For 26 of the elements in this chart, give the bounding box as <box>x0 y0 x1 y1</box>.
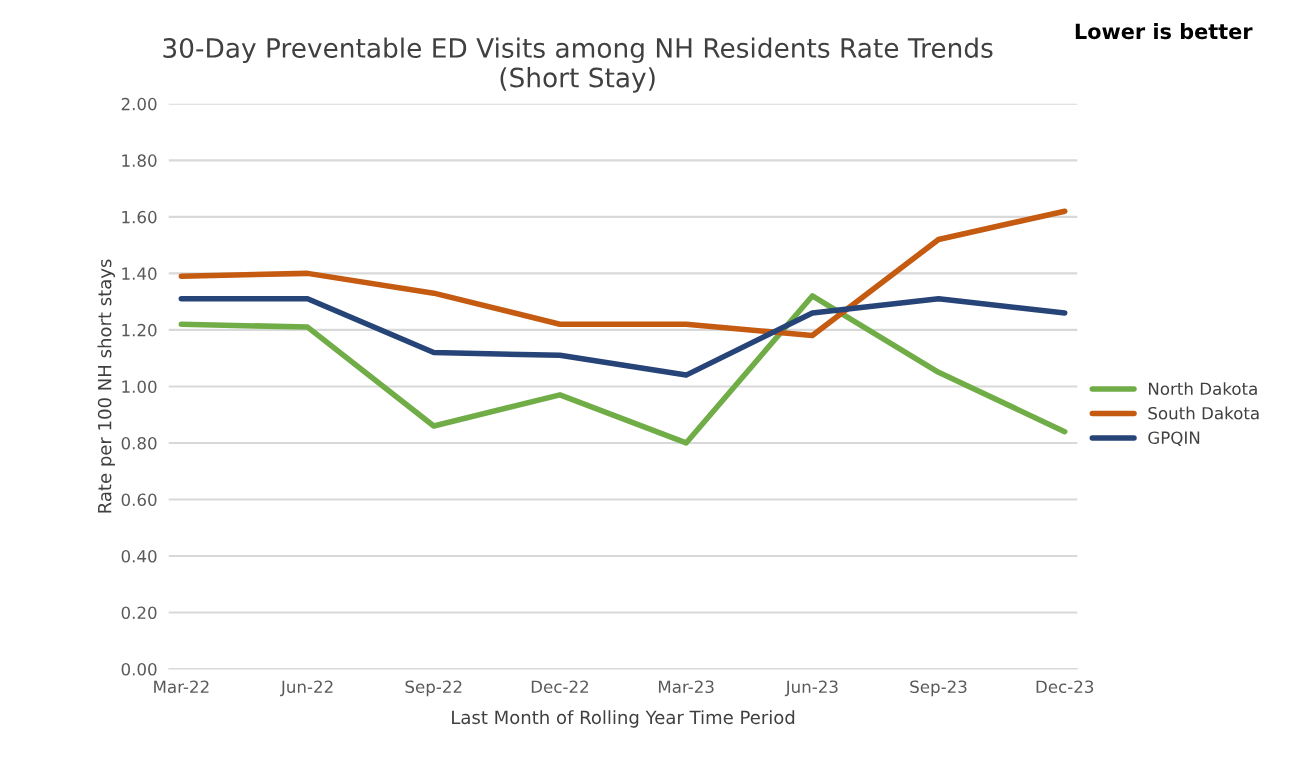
x-tick-label: Dec-23 <box>1036 680 1094 694</box>
chart-title: 30-Day Preventable ED Visits among NH Residents Rate Trends (Short Stay) <box>163 37 993 93</box>
text: Lower is better <box>1075 23 1253 40</box>
x-tick-label: Mar-23 <box>658 680 714 694</box>
legend-label: South Dakota <box>1148 406 1259 420</box>
y-tick-label: 1.20 <box>122 323 157 337</box>
y-tick-label: 0.80 <box>121 436 157 450</box>
y-tick-label: 0.40 <box>121 549 157 563</box>
x-tick-label: Mar-22 <box>154 680 209 694</box>
y-tick-label: 1.80 <box>122 154 157 167</box>
y-tick-label: 2.00 <box>121 97 157 111</box>
x-tick-label: Jun-23 <box>784 680 838 697</box>
y-tick-label: 0.00 <box>121 662 157 676</box>
x-tick-label: Jun-22 <box>280 680 333 697</box>
y-tick-label: 0.20 <box>121 606 157 620</box>
legend-label: GPQIN <box>1148 431 1200 446</box>
x-tick-label: Sep-22 <box>405 680 462 697</box>
y-axis-title: Rate per 100 NH short stays <box>97 259 115 513</box>
y-tick-label: 0.60 <box>121 493 157 507</box>
y-tick-label: 1.00 <box>122 380 157 393</box>
legend-label: North Dakota <box>1148 382 1257 396</box>
x-tick-label: Sep-23 <box>910 680 967 697</box>
y-tick-label: 1.40 <box>122 267 157 280</box>
x-axis-title: Last Month of Rolling Year Time Period <box>452 710 795 728</box>
x-tick-label: Dec-22 <box>531 680 589 694</box>
y-tick-label: 1.60 <box>122 210 157 224</box>
